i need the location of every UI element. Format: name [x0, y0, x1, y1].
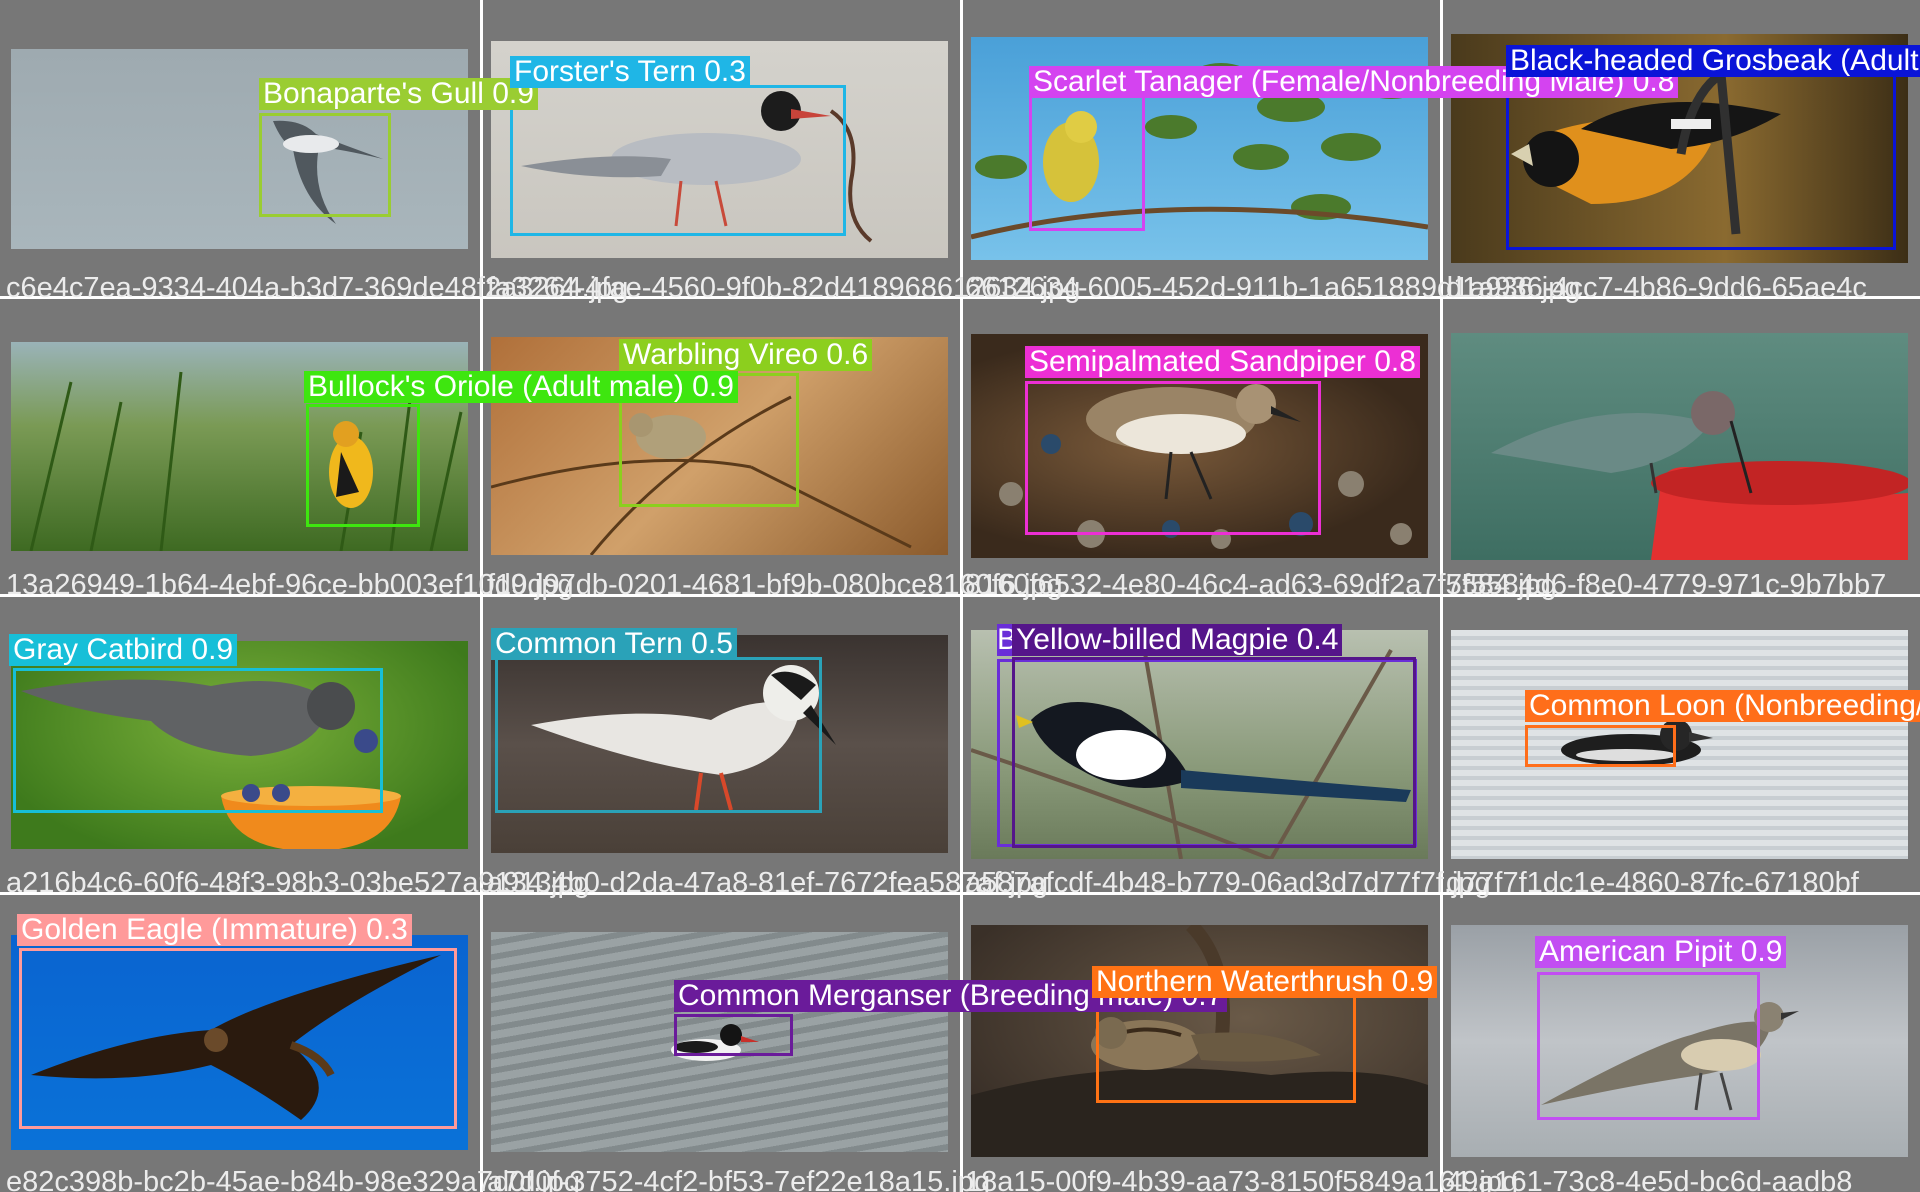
loon-on-water [1561, 719, 1713, 766]
image-filename: 18a15-00f9-4b39-aa73-8150f5849a161.jpg [965, 1166, 1519, 1192]
detection-box [1525, 725, 1676, 767]
tile-image [491, 635, 948, 853]
tile-image [11, 935, 468, 1150]
tile-image [491, 932, 948, 1152]
detection-label: Semipalmated Sandpiper 0.8 [1025, 346, 1420, 378]
image-filename: d77f7f1dc1e-4860-87fc-67180bf [1446, 867, 1859, 899]
grosbeak-silhouette [1511, 66, 1781, 235]
vireo-on-branches [491, 395, 912, 555]
detection-box [674, 1014, 793, 1056]
image-filename: 6612634-6005-452d-911b-1a651889d1a936.jp… [965, 272, 1581, 304]
detection-label: Bullock's Oriole (Adult male) 0.9 [304, 371, 738, 403]
catbird-on-orange [21, 679, 401, 849]
detection-box [1506, 74, 1896, 250]
detection-label: Common Tern 0.5 [491, 628, 737, 660]
detection-box [306, 404, 420, 527]
detection-label: Black-headed Grosbeak (Adult Male) 0.8 [1506, 45, 1920, 77]
magpie-on-branches [971, 630, 1411, 859]
detection-box [1537, 972, 1760, 1120]
tile-image [971, 630, 1428, 859]
detection-label: Bonaparte's Gull 0.9 [259, 78, 538, 110]
row-divider [0, 892, 1920, 895]
image-filename: d1a936-4cc7-4b86-9dd6-65ae4c [1446, 272, 1867, 304]
detection-box [1012, 657, 1416, 848]
tern-silhouette [521, 91, 873, 243]
row-divider [0, 296, 1920, 299]
tile-image [1451, 333, 1908, 560]
detection-box [13, 668, 383, 813]
detection-label: Northern Waterthrush 0.9 [1092, 966, 1438, 998]
image-filename: 49a161-73c8-4e5d-bc6d-aadb8 [1446, 1166, 1853, 1192]
row-divider [0, 594, 1920, 597]
detection-label: Gray Catbird 0.9 [9, 634, 238, 666]
image-filename: a216b4c6-60f6-48f3-98b3-03be527a9134.jpg [6, 867, 590, 899]
detection-box [510, 85, 846, 236]
detection-box [495, 657, 822, 813]
image-filename: 7f5584d6-f8e0-4779-971c-9b7bb7 [1446, 569, 1887, 601]
detection-label: B [997, 624, 1013, 656]
detection-label: Yellow-billed Magpie 0.4 [1012, 624, 1343, 656]
image-filename: c6e4c7ea-9334-404a-b3d7-369de48f2a3264.j… [6, 272, 629, 304]
eagle-in-flight [31, 955, 441, 1120]
detection-label: Forster's Tern 0.3 [510, 56, 750, 88]
pipit-on-ground [1541, 1002, 1799, 1111]
detection-box [1029, 94, 1145, 231]
detection-label: Common Loon (Nonbreeding/juvenile) 0.7 [1525, 690, 1920, 722]
tile-image [1451, 630, 1908, 859]
detection-label: Golden Eagle (Immature) 0.3 [17, 914, 412, 946]
hummingbird-at-feeder [1491, 391, 1908, 560]
detection-label: American Pipit 0.9 [1535, 936, 1787, 968]
detection-label: Warbling Vireo 0.6 [619, 339, 873, 371]
waterthrush-on-log [971, 925, 1428, 1157]
tile-image [11, 641, 468, 849]
detection-box [1025, 381, 1321, 535]
image-filename: e82c398b-bc2b-45ae-b84b-98e329a7d0f.jpg [6, 1166, 581, 1192]
sandpiper-on-pebbles [999, 384, 1412, 549]
image-filename: a9134b0-d2da-47a8-81ef-7672fea587af.jpg [487, 867, 1049, 899]
image-filename: 13a26949-1b64-4ebf-96ce-bb003ef10d9.jpg [6, 569, 574, 601]
image-filename: a587afcdf-4b48-b779-06ad3d7d77f7f.jpg [965, 867, 1491, 899]
image-filename: f10d97db-0201-4681-bf9b-080bce8160f6.jpg [487, 569, 1063, 601]
detection-box [19, 948, 457, 1129]
image-filename: a7d0f-3752-4cf2-bf53-7ef22e18a15.jpg [487, 1166, 991, 1192]
gull-silhouette [273, 120, 383, 224]
detection-box [259, 113, 391, 217]
image-filename: fa3264-4fae-4560-9f0b-82d418968612634.jp… [487, 272, 1081, 304]
image-filename: 8160f6532-4e80-46c4-ad63-69df2a7f5584.jp… [965, 569, 1557, 601]
tile-image [971, 925, 1428, 1157]
